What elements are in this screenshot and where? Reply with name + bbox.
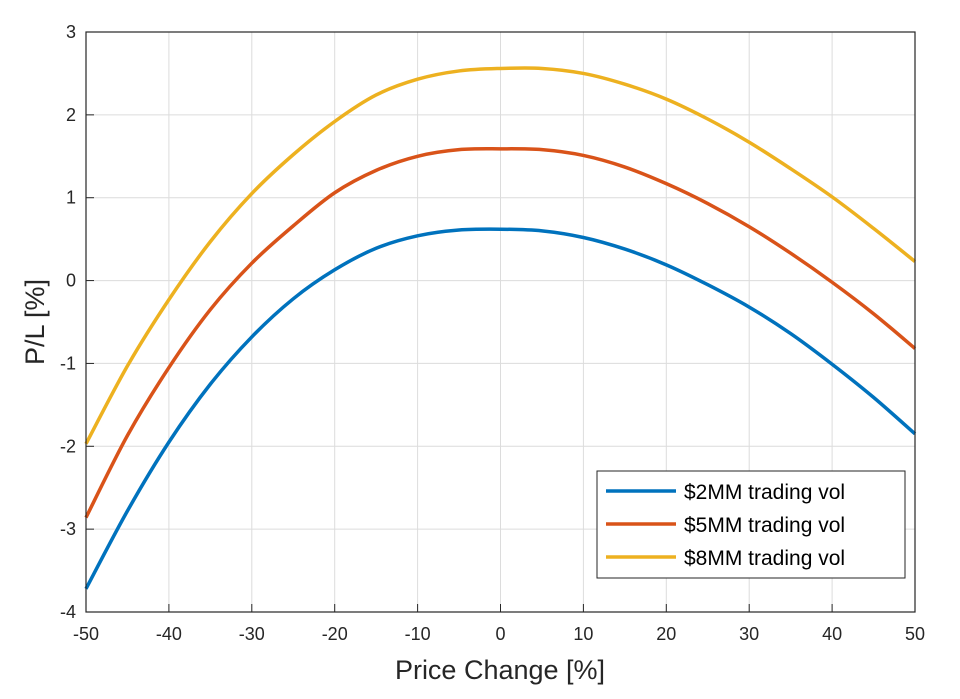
legend-label: $2MM trading vol [684, 481, 845, 504]
x-tick-label: -30 [239, 624, 265, 644]
x-tick-label: -20 [322, 624, 348, 644]
x-tick-label: -50 [73, 624, 99, 644]
legend: $2MM trading vol $5MM trading vol $8MM tra… [596, 470, 906, 579]
y-tick-label: -2 [60, 436, 76, 456]
x-tick-label: -40 [156, 624, 182, 644]
y-axis-label: P/L [%] [20, 279, 50, 365]
series-lines [84, 66, 917, 590]
y-tick-label: -4 [60, 602, 76, 622]
series-line-3 [84, 66, 917, 445]
y-tick-label: 0 [66, 271, 76, 291]
x-tick-label: 30 [739, 624, 759, 644]
series-line-2 [84, 147, 917, 519]
x-tick-label: 40 [822, 624, 842, 644]
legend-label: $8MM trading vol [684, 547, 845, 570]
x-axis-label: Price Change [%] [395, 655, 605, 685]
y-tick-label: 3 [66, 22, 76, 42]
x-tick-label: 10 [573, 624, 593, 644]
x-tick-label: 20 [656, 624, 676, 644]
y-tick-label: 1 [66, 188, 76, 208]
series-line-1 [84, 227, 917, 590]
y-tick-label: -3 [60, 519, 76, 539]
y-tick-label: -1 [60, 353, 76, 373]
x-tick-label: -10 [405, 624, 431, 644]
legend-label: $5MM trading vol [684, 514, 845, 537]
x-tick-label: 0 [495, 624, 505, 644]
y-tick-label: 2 [66, 105, 76, 125]
x-tick-label: 50 [905, 624, 925, 644]
